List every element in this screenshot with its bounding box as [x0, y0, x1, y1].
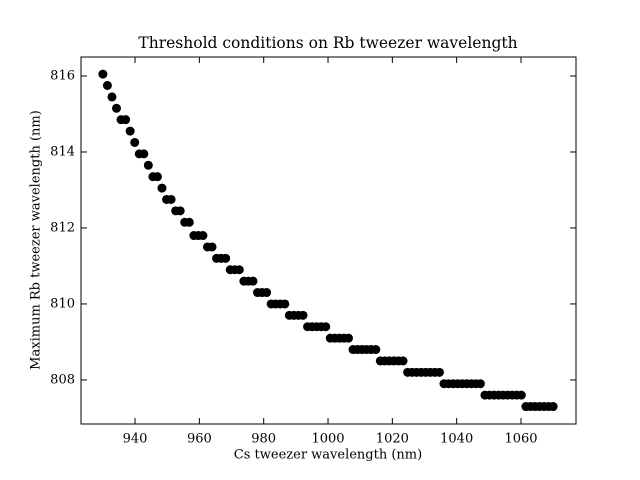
- point: [262, 288, 272, 298]
- point: [102, 80, 112, 90]
- chart-title: Threshold conditions on Rb tweezer wavel…: [138, 34, 517, 52]
- point: [207, 242, 217, 252]
- x-tick-label: 980: [251, 432, 276, 447]
- x-tick-label: 1040: [440, 432, 473, 447]
- point: [152, 172, 162, 182]
- point: [157, 183, 167, 193]
- plot-frame: [80, 56, 577, 425]
- point: [280, 299, 290, 309]
- point: [121, 115, 131, 125]
- point: [434, 367, 444, 377]
- x-tick-label: 1000: [311, 432, 344, 447]
- point: [343, 333, 353, 343]
- point: [475, 379, 485, 389]
- point: [234, 265, 244, 275]
- point: [298, 310, 308, 320]
- point: [248, 276, 258, 286]
- point: [198, 231, 208, 241]
- point: [130, 137, 140, 147]
- point: [175, 206, 185, 216]
- point: [398, 356, 408, 366]
- point: [371, 345, 381, 355]
- x-tick-label: 940: [123, 432, 148, 447]
- y-tick-label: 808: [50, 372, 75, 387]
- y-tick-label: 812: [50, 220, 75, 235]
- y-tick-label: 816: [50, 68, 75, 83]
- y-tick-label: 810: [50, 296, 75, 311]
- y-tick-label: 814: [50, 144, 75, 159]
- point: [139, 149, 149, 159]
- point: [548, 402, 558, 412]
- x-axis-label: Cs tweezer wavelength (nm): [234, 448, 422, 463]
- point: [166, 194, 176, 204]
- point: [516, 390, 526, 400]
- x-tick-label: 960: [187, 432, 212, 447]
- point: [221, 253, 231, 263]
- x-tick-label: 1020: [376, 432, 409, 447]
- x-tick-label: 1060: [504, 432, 537, 447]
- point: [321, 322, 331, 332]
- point: [184, 217, 194, 227]
- point: [112, 103, 122, 113]
- point: [107, 92, 117, 102]
- y-axis-label: Maximum Rb tweezer wavelength (nm): [29, 110, 44, 370]
- point: [98, 69, 108, 79]
- point: [143, 160, 153, 170]
- point: [125, 126, 135, 136]
